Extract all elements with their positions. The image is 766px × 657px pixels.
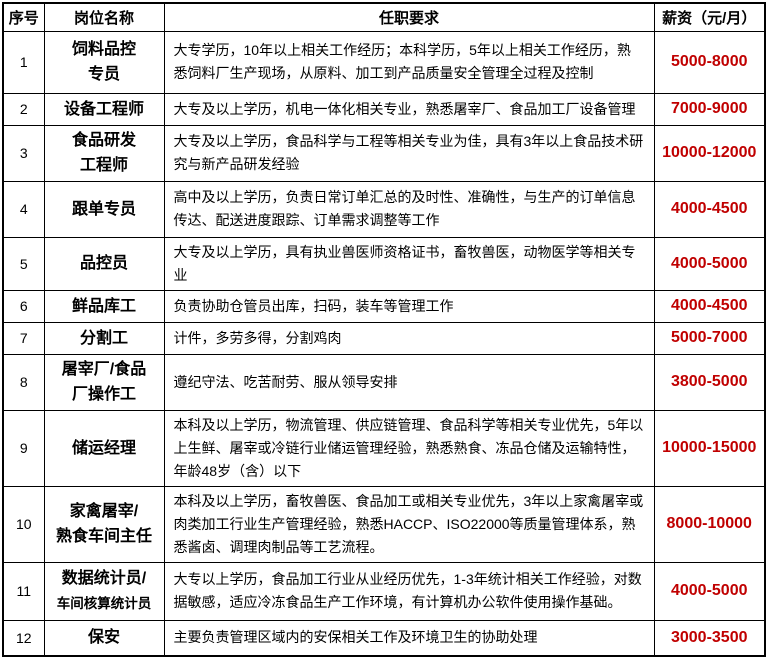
table-row: 9 储运经理 本科及以上学历，物流管理、供应链管理、食品科学等相关专业优先，5年以上… bbox=[2, 409, 766, 487]
position-name-line: 食品研发 bbox=[71, 132, 136, 149]
requirement-cell: 大专学历，10年以上相关工作经历；本科学历，5年以上相关工作经历，熟悉饲料厂生产… bbox=[163, 30, 655, 94]
position-name-line: 厂操作工 bbox=[71, 386, 136, 403]
requirement-cell: 大专以上学历，食品加工行业从业经历优先，1-3年统计相关工作经验，对数据敏感，适… bbox=[163, 561, 655, 621]
salary-cell: 8000-10000 bbox=[653, 485, 766, 563]
position-name-cell: 屠宰厂/食品 厂操作工 bbox=[43, 353, 165, 411]
salary-cell: 7000-9000 bbox=[653, 92, 766, 126]
row-number-cell: 5 bbox=[2, 236, 45, 291]
position-name-line: 跟单专员 bbox=[71, 200, 136, 218]
requirement-cell: 负责协助仓管员出库，扫码，装车等管理工作 bbox=[163, 289, 655, 323]
position-name-line: 鲜品库工 bbox=[71, 297, 136, 315]
salary-cell: 3800-5000 bbox=[653, 353, 766, 411]
row-number-cell: 10 bbox=[2, 485, 45, 563]
table-row: 8 屠宰厂/食品 厂操作工 遵纪守法、吃苦耐劳、服从领导安排 3800-5000 bbox=[2, 353, 766, 411]
position-name-line: 工程师 bbox=[79, 157, 128, 174]
row-number-cell: 11 bbox=[2, 561, 45, 621]
requirement-cell: 高中及以上学历，负责日常订单汇总的及时性、准确性，与生产的订单信息传达、配送进度… bbox=[163, 180, 655, 238]
row-number-cell: 1 bbox=[2, 30, 45, 94]
row-number-cell: 4 bbox=[2, 180, 45, 238]
row-number-cell: 2 bbox=[2, 92, 45, 126]
row-number-cell: 9 bbox=[2, 409, 45, 487]
position-name-line: 家禽屠宰/ bbox=[69, 503, 139, 520]
position-name-cell: 分割工 bbox=[43, 321, 165, 355]
salary-cell: 4000-5000 bbox=[653, 236, 766, 291]
position-name-cell: 跟单专员 bbox=[43, 180, 165, 238]
salary-cell: 5000-7000 bbox=[653, 321, 766, 355]
table-row: 4 跟单专员 高中及以上学历，负责日常订单汇总的及时性、准确性，与生产的订单信息传达… bbox=[2, 180, 766, 238]
salary-cell: 4000-5000 bbox=[653, 561, 766, 621]
table-row: 11 数据统计员/车间核算统计员 大专以上学历，食品加工行业从业经历优先，1-3年统… bbox=[2, 561, 766, 621]
position-name-line: 储运经理 bbox=[71, 439, 136, 457]
position-name-cell: 家禽屠宰/熟食车间主任 bbox=[43, 485, 165, 563]
position-name-cell: 储运经理 bbox=[43, 409, 165, 487]
requirement-cell: 本科及以上学历，畜牧兽医、食品加工或相关专业优先，3年以上家禽屠宰或肉类加工行业… bbox=[163, 485, 655, 563]
position-name-cell: 保安 bbox=[43, 619, 165, 657]
table-row: 6 鲜品库工 负责协助仓管员出库，扫码，装车等管理工作 4000-4500 bbox=[2, 289, 766, 323]
row-number-cell: 12 bbox=[2, 619, 45, 657]
table-row: 7 分割工 计件，多劳多得，分割鸡肉 5000-7000 bbox=[2, 321, 766, 355]
table-row: 12 保安 主要负责管理区域内的安保相关工作及环境卫生的协助处理 3000-3500 bbox=[2, 619, 766, 657]
position-name-cell: 数据统计员/车间核算统计员 bbox=[43, 561, 165, 621]
row-number-cell: 8 bbox=[2, 353, 45, 411]
row-number-cell: 6 bbox=[2, 289, 45, 323]
salary-cell: 10000-12000 bbox=[653, 124, 766, 182]
salary-cell: 4000-4500 bbox=[653, 289, 766, 323]
table-header-row: 序号 岗位名称 任职要求 薪资（元/月） bbox=[2, 2, 766, 32]
requirement-cell: 大专及以上学历，具有执业兽医师资格证书，畜牧兽医，动物医学等相关专业 bbox=[163, 236, 655, 291]
position-name-cell: 品控员 bbox=[43, 236, 165, 291]
requirement-cell: 遵纪守法、吃苦耐劳、服从领导安排 bbox=[163, 353, 655, 411]
position-name-line: 屠宰厂/食品 bbox=[61, 361, 147, 378]
table-row: 10 家禽屠宰/熟食车间主任 本科及以上学历，畜牧兽医、食品加工或相关专业优先，3年… bbox=[2, 485, 766, 563]
salary-cell: 5000-8000 bbox=[653, 30, 766, 94]
requirement-cell: 大专及以上学历，食品科学与工程等相关专业为佳，具有3年以上食品技术研究与新产品研… bbox=[163, 124, 655, 182]
salary-cell: 4000-4500 bbox=[653, 180, 766, 238]
position-name-cell: 饲料品控 专员 bbox=[43, 30, 165, 94]
position-name-cell: 设备工程师 bbox=[43, 92, 165, 126]
position-name-line: 数据统计员/ bbox=[61, 570, 147, 587]
position-name-line: 品控员 bbox=[79, 255, 128, 272]
position-name-line: 饲料品控 bbox=[71, 41, 136, 58]
position-name-cell: 食品研发 工程师 bbox=[43, 124, 165, 182]
position-name-line: 熟食车间主任 bbox=[55, 528, 152, 545]
header-salary: 薪资（元/月） bbox=[653, 2, 766, 32]
requirement-cell: 计件，多劳多得，分割鸡肉 bbox=[163, 321, 655, 355]
salary-cell: 3000-3500 bbox=[653, 619, 766, 657]
position-name-line: 车间核算统计员 bbox=[56, 596, 152, 611]
position-name-line: 保安 bbox=[87, 629, 120, 647]
requirement-cell: 本科及以上学历，物流管理、供应链管理、食品科学等相关专业优先，5年以上生鲜、屠宰… bbox=[163, 409, 655, 487]
row-number-cell: 3 bbox=[2, 124, 45, 182]
table-row: 1 饲料品控 专员 大专学历，10年以上相关工作经历；本科学历，5年以上相关工作经历，… bbox=[2, 30, 766, 94]
position-name-line: 设备工程师 bbox=[63, 100, 144, 118]
table-body: 1 饲料品控 专员 大专学历，10年以上相关工作经历；本科学历，5年以上相关工作经历，… bbox=[2, 30, 766, 657]
header-no: 序号 bbox=[2, 2, 45, 32]
header-position: 岗位名称 bbox=[43, 2, 165, 32]
header-requirement: 任职要求 bbox=[163, 2, 655, 32]
table-row: 2 设备工程师 大专及以上学历，机电一体化相关专业，熟悉屠宰厂、食品加工厂设备管理 7… bbox=[2, 92, 766, 126]
position-name-cell: 鲜品库工 bbox=[43, 289, 165, 323]
requirement-cell: 主要负责管理区域内的安保相关工作及环境卫生的协助处理 bbox=[163, 619, 655, 657]
table-row: 3 食品研发 工程师 大专及以上学历，食品科学与工程等相关专业为佳，具有3年以上食品技… bbox=[2, 124, 766, 182]
position-name-line: 专员 bbox=[87, 66, 120, 83]
requirement-cell: 大专及以上学历，机电一体化相关专业，熟悉屠宰厂、食品加工厂设备管理 bbox=[163, 92, 655, 126]
row-number-cell: 7 bbox=[2, 321, 45, 355]
position-name-line: 分割工 bbox=[79, 329, 128, 347]
salary-cell: 10000-15000 bbox=[653, 409, 766, 487]
table-row: 5 品控员 大专及以上学历，具有执业兽医师资格证书，畜牧兽医，动物医学等相关专业 40… bbox=[2, 236, 766, 291]
